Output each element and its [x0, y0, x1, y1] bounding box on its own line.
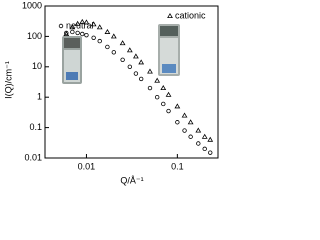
data-point: [208, 150, 213, 155]
data-point: [188, 134, 193, 139]
y-tick-label: 0.1: [29, 122, 42, 132]
data-point: [127, 64, 133, 69]
chart: I(Q)/cm⁻¹ Q/Å⁻¹ 0.01 0.1 1 10 100 1000 0.01 0.1…: [3, 0, 219, 186]
data-point: [64, 30, 69, 36]
legend-label: cationic: [175, 10, 206, 20]
data-point: [181, 112, 188, 118]
data-point: [133, 71, 139, 76]
data-point: [83, 19, 90, 25]
data-point: [133, 53, 139, 59]
data-point: [63, 30, 70, 36]
data-point: [201, 133, 208, 139]
data-point: [104, 28, 111, 34]
y-tick-label: 0.01: [24, 152, 42, 162]
data-point: [69, 24, 76, 30]
data-point: [207, 136, 214, 142]
data-point: [70, 29, 75, 35]
data-point: [167, 13, 173, 18]
y-tick-label: 10: [32, 61, 42, 71]
data-point: [110, 33, 117, 39]
data-point: [161, 101, 166, 107]
data-point: [195, 127, 202, 133]
x-tick-label: 0.01: [78, 161, 96, 171]
data-point: [154, 94, 160, 100]
y-tick-label: 1000: [22, 0, 42, 10]
data-point: [147, 85, 153, 91]
data-point: [119, 40, 126, 46]
data-point: [97, 38, 102, 44]
data-point: [182, 128, 187, 133]
data-point: [80, 31, 85, 37]
data-point: [74, 20, 81, 26]
x-tick-label: 0.1: [171, 161, 184, 171]
data-point: [147, 68, 153, 74]
vial-cationic: [158, 24, 180, 76]
data-point: [84, 32, 89, 38]
data-point: [126, 47, 133, 53]
data-point: [187, 119, 194, 125]
data-point: [120, 57, 125, 62]
data-point: [138, 59, 145, 65]
data-point: [105, 44, 110, 50]
vial-neutral: [62, 36, 82, 84]
data-point: [202, 146, 207, 152]
y-tick-label: 100: [27, 31, 42, 41]
data-point: [154, 77, 161, 83]
data-point: [79, 18, 86, 24]
data-point: [138, 76, 144, 82]
data-point: [96, 24, 103, 30]
data-point: [175, 120, 180, 125]
data-point: [90, 21, 97, 27]
data-point: [160, 85, 167, 91]
data-point: [91, 35, 96, 40]
data-point: [165, 91, 172, 97]
plot-frame: [44, 5, 219, 159]
data-point: [174, 103, 181, 109]
x-axis-label: Q/Å⁻¹: [120, 175, 143, 185]
y-axis-label: I(Q)/cm⁻¹: [3, 61, 13, 99]
y-tick-label: 1: [37, 92, 42, 102]
data-point: [58, 23, 64, 29]
data-point: [111, 50, 117, 55]
legend-label: neutral: [66, 20, 94, 30]
data-point: [75, 30, 80, 36]
data-point: [166, 108, 171, 114]
data-point: [196, 141, 201, 146]
